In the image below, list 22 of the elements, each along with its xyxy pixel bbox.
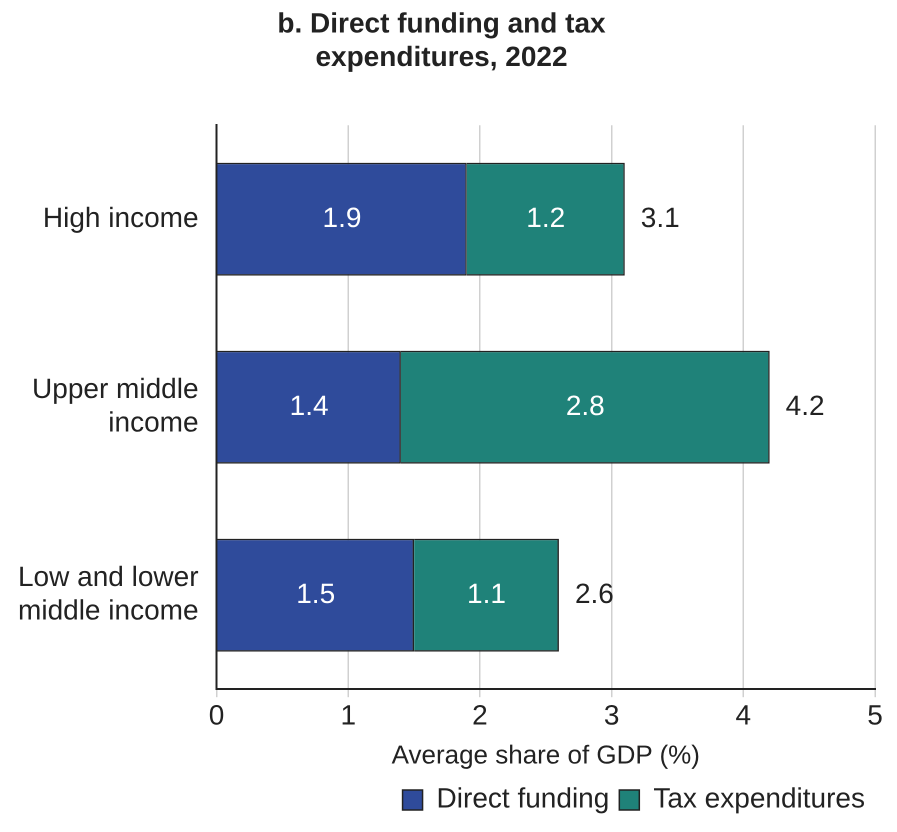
data-label: 1.2 [526,202,566,233]
y-tick-label: High income [42,202,199,233]
data-label: 1.1 [467,578,506,609]
data-label: 1.9 [322,202,362,233]
chart-title: b. Direct funding and tax expenditures, 2022 [277,8,606,72]
x-axis-title: Average share of GDP (%) [392,740,700,770]
y-tick-label: Low and lower middle income [18,561,199,626]
data-label: 1.5 [296,578,336,609]
total-label: 4.2 [786,390,825,421]
legend-label: Direct funding [436,782,610,814]
x-tick-label: 0 [208,700,224,731]
data-label: 1.4 [290,390,329,421]
x-tick-label: 3 [604,700,620,731]
x-tick-label: 5 [867,700,883,731]
legend-label: Tax expenditures [653,782,866,814]
data-label: 2.8 [566,390,605,421]
x-tick-label: 4 [736,700,752,731]
x-tick-label: 1 [340,700,356,731]
total-label: 3.1 [640,202,680,233]
y-tick-label: Upper middle income [32,373,199,438]
total-label: 2.6 [574,578,614,609]
x-tick-label: 2 [472,700,488,731]
